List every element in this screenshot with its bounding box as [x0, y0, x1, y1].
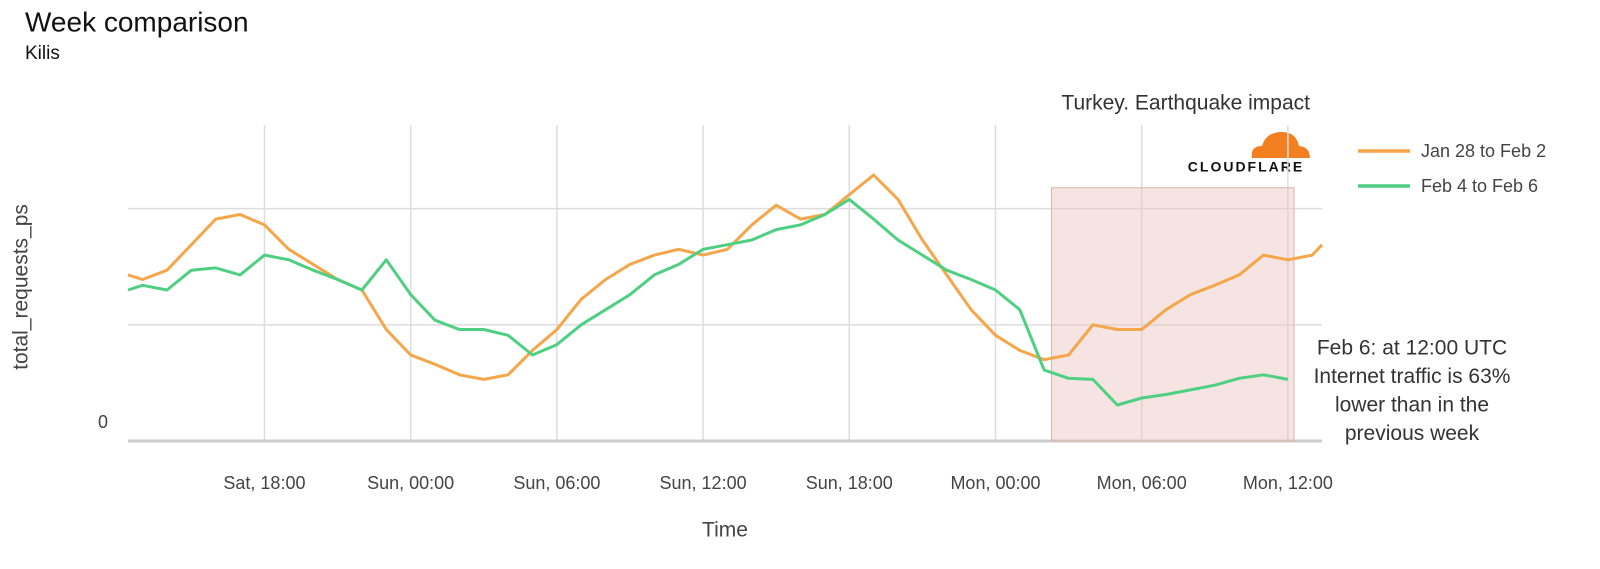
x-tick-label: Mon, 00:00 [950, 473, 1040, 493]
chart-title: Week comparison [25, 6, 249, 37]
x-tick-label: Sun, 00:00 [367, 473, 454, 493]
series-line [127, 173, 1324, 381]
x-tick-label: Sun, 12:00 [660, 473, 747, 493]
x-axis-label: Time [702, 519, 748, 542]
highlight-text: Internet traffic is 63% [1314, 365, 1511, 388]
highlight-region [1051, 187, 1295, 442]
logo-cloud [1251, 132, 1310, 158]
x-tick-label: Sun, 18:00 [806, 473, 893, 493]
highlight-text: lower than in the [1335, 394, 1489, 417]
series-line [127, 197, 1289, 407]
logo-text: CLOUDFLARE [1188, 159, 1304, 175]
highlight-text: previous week [1345, 422, 1480, 445]
highlight-text: Feb 6: at 12:00 UTC [1317, 337, 1507, 360]
x-tick-label: Sun, 06:00 [513, 473, 600, 493]
chart-subtitle: Kilis [25, 43, 60, 64]
legend-label: Jan 28 to Feb 2 [1421, 141, 1546, 161]
y-axis-label: total_requests_ps [10, 204, 33, 370]
x-tick-label: Mon, 06:00 [1097, 473, 1187, 493]
legend-label: Feb 4 to Feb 6 [1421, 176, 1538, 196]
y-tick-label: 0 [98, 412, 108, 432]
x-tick-label: Mon, 12:00 [1243, 473, 1333, 493]
logo [1251, 132, 1310, 158]
annotation: Turkey. Earthquake impact [1061, 92, 1310, 115]
x-tick-label: Sat, 18:00 [223, 473, 305, 493]
